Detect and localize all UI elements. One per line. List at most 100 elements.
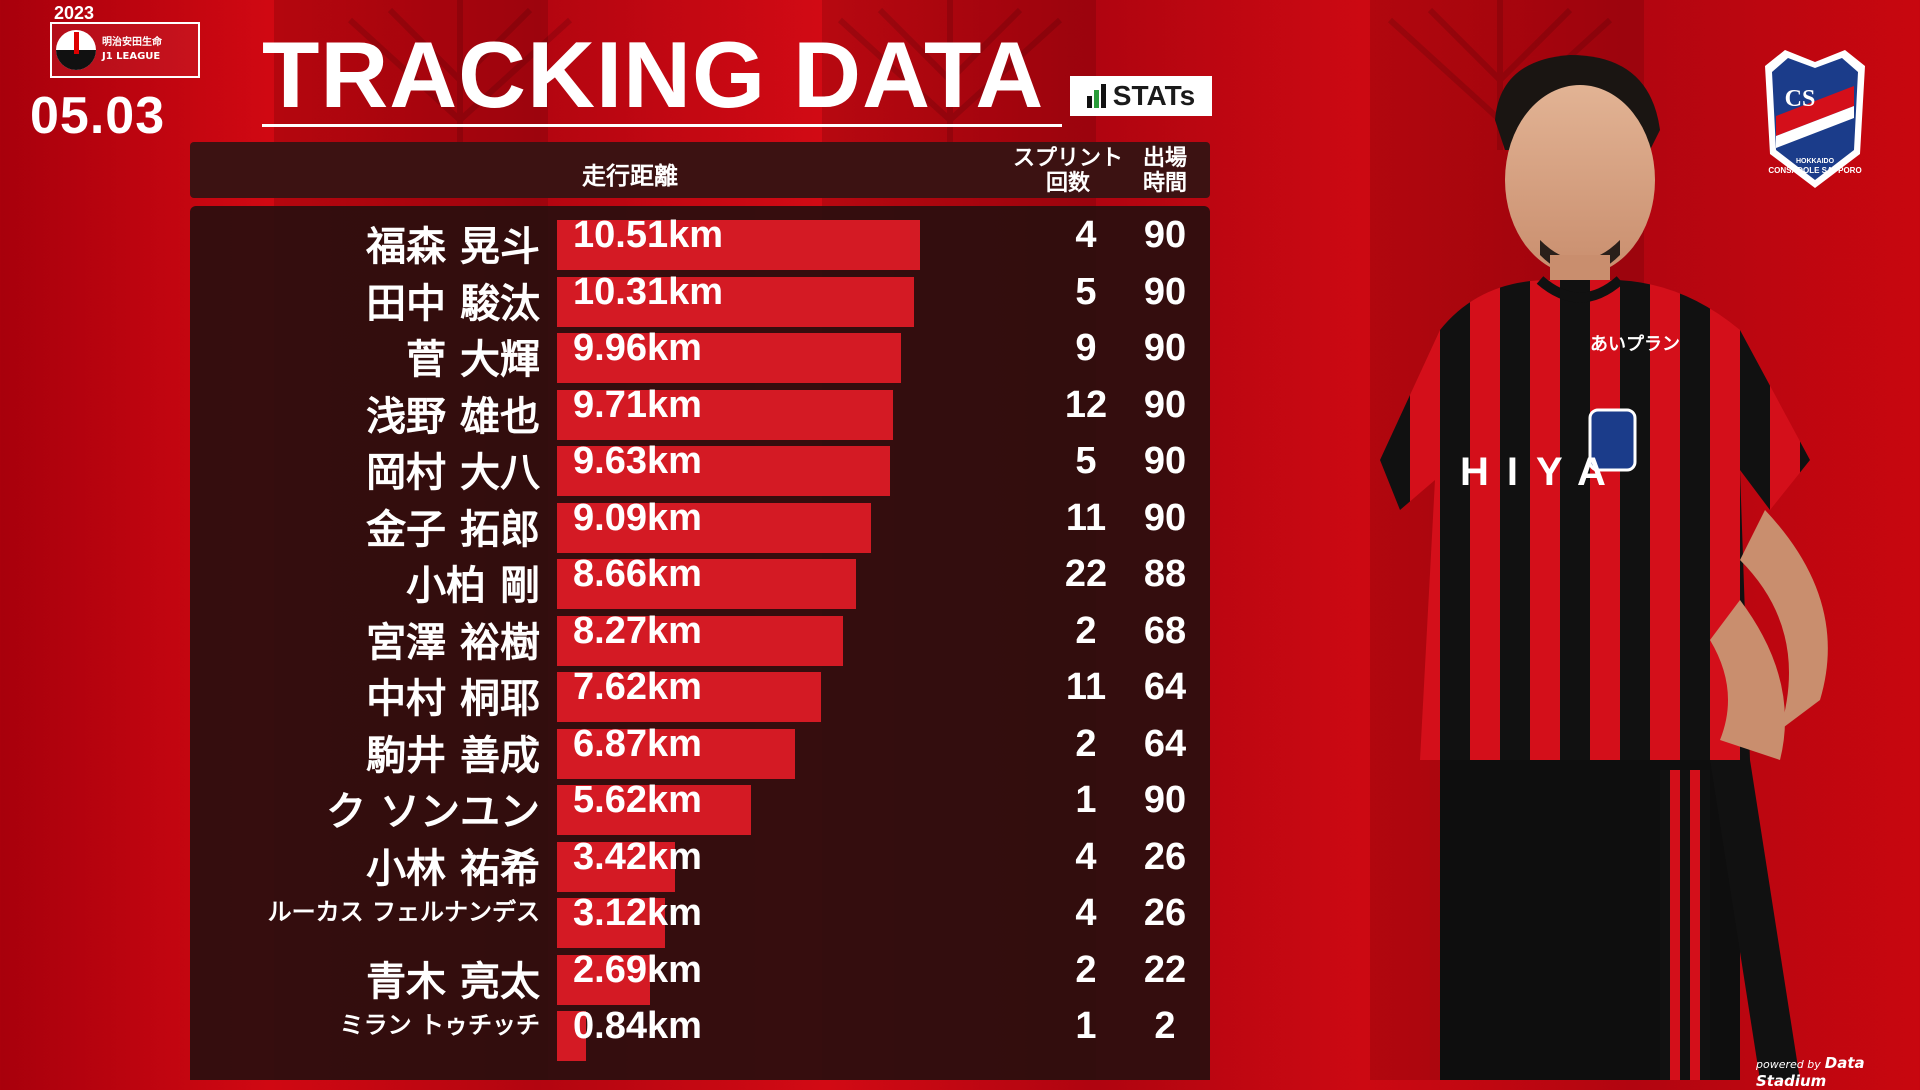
table-header (190, 142, 1210, 198)
powered-by: powered by Data Stadium (1756, 1054, 1920, 1090)
player-name: 金子 拓郎 (366, 506, 540, 553)
player-name: 駒井 善成 (366, 732, 540, 779)
table-row: 田中 駿汰 10.31km 5 90 (190, 271, 1210, 327)
sprint-count: 22 (1064, 553, 1108, 595)
distance-bar (557, 672, 821, 722)
table-row: 中村 桐耶 7.62km 11 64 (190, 666, 1210, 722)
distance-bar (557, 333, 901, 383)
crest-icon (1588, 408, 1637, 472)
table-row: 小柏 剛 8.66km 22 88 (190, 553, 1210, 609)
column-header-minutes: 出場 時間 (1130, 146, 1200, 196)
table-row: ク ソンユン 5.62km 1 90 (190, 779, 1210, 835)
distance-label: 2.69km (573, 948, 702, 991)
distance-bar (557, 898, 665, 948)
minutes-played: 26 (1143, 835, 1187, 878)
j-league-logo-icon (56, 30, 96, 70)
player-name: 田中 駿汰 (366, 280, 540, 327)
table-row: 宮澤 裕樹 8.27km 2 68 (190, 610, 1210, 666)
distance-label: 7.62km (573, 666, 702, 708)
sprint-count: 2 (1075, 722, 1097, 765)
distance-bar (557, 220, 920, 270)
title-underline (262, 124, 1062, 127)
league-badge: 明治安田生命 J1 LEAGUE (50, 22, 200, 78)
player-name: 菅 大輝 (406, 337, 540, 383)
distance-bar (557, 559, 856, 609)
table-row: 小林 祐希 3.42km 4 26 (190, 836, 1210, 892)
table-row: 岡村 大八 9.63km 5 90 (190, 440, 1210, 496)
player-name: 青木 亮太 (366, 958, 540, 1005)
club-logo-initials: CS (1785, 86, 1816, 112)
distance-label: 6.87km (573, 722, 702, 765)
distance-bar (557, 841, 675, 892)
stats-logo-text: STATs (1112, 80, 1196, 111)
sprint-count: 1 (1075, 779, 1097, 821)
column-header-sprints-line2: 回数 (1045, 171, 1090, 196)
sprint-count: 2 (1075, 609, 1097, 652)
player-name: 小林 祐希 (366, 845, 540, 892)
minutes-played: 90 (1143, 383, 1187, 426)
minutes-played: 90 (1143, 270, 1187, 313)
minutes-played: 26 (1143, 892, 1187, 934)
distance-bar (557, 502, 871, 553)
sprint-count: 5 (1075, 440, 1097, 482)
column-header-sprints: スプリント 回数 (1008, 146, 1128, 196)
distance-label: 3.12km (573, 892, 702, 934)
match-date: 05.03 (30, 87, 166, 145)
page-title: TRACKING DATA (262, 22, 1045, 127)
player-name: ク ソンユン (326, 789, 540, 835)
table-row: 駒井 善成 6.87km 2 64 (190, 723, 1210, 779)
sprint-count: 9 (1075, 327, 1097, 369)
jersey-sponsor-text: あいプラン (1590, 333, 1680, 355)
minutes-played: 64 (1143, 722, 1187, 765)
distance-label: 9.09km (573, 496, 702, 539)
distance-bar (557, 728, 795, 779)
player-name: 浅野 雄也 (366, 393, 540, 440)
distance-label: 10.51km (573, 214, 724, 256)
stats-bars-icon (1086, 84, 1106, 108)
distance-bar (557, 1011, 586, 1061)
distance-bar (557, 446, 890, 496)
sprint-count: 2 (1075, 948, 1097, 991)
sprint-count: 11 (1065, 666, 1107, 708)
player-name: 福森 晃斗 (366, 224, 540, 270)
column-header-minutes-line2: 時間 (1142, 171, 1187, 196)
minutes-played: 90 (1143, 496, 1187, 539)
distance-label: 3.42km (573, 835, 702, 878)
player-name: 岡村 大八 (366, 450, 540, 496)
table-row: 浅野 雄也 9.71km 12 90 (190, 384, 1210, 440)
distance-label: 10.31km (573, 270, 724, 313)
player-name: ルーカス フェルナンデス (267, 898, 540, 926)
minutes-played: 64 (1143, 666, 1187, 708)
column-header-distance: 走行距離 (582, 162, 678, 190)
table-row: 金子 拓郎 9.09km 11 90 (190, 497, 1210, 553)
jersey-name-text: HIYA (1460, 450, 1624, 494)
distance-label: 5.62km (573, 779, 702, 821)
distance-bar (557, 954, 650, 1005)
table-row: ミラン トゥチッチ 0.84km 1 2 (190, 1005, 1210, 1061)
league-name-jp: 明治安田生命 (102, 37, 162, 48)
table-row: 青木 亮太 2.69km 2 22 (190, 949, 1210, 1005)
minutes-played: 88 (1143, 553, 1187, 595)
player-name: 中村 桐耶 (366, 676, 540, 722)
sprint-count: 1 (1075, 1005, 1097, 1047)
league-year: 2023 (54, 3, 95, 23)
table-row: 菅 大輝 9.96km 9 90 (190, 327, 1210, 383)
table-row: 福森 晃斗 10.51km 4 90 (190, 214, 1210, 270)
player-name: ミラン トゥチッチ (339, 1011, 540, 1039)
powered-by-prefix: powered by (1756, 1058, 1821, 1071)
stats-logo: STATs (1070, 76, 1212, 116)
column-header-minutes-line1: 出場 (1142, 146, 1187, 171)
distance-bar (557, 276, 914, 327)
club-logo-subtext: HOKKAIDO (1796, 158, 1835, 165)
sprint-count: 12 (1064, 383, 1108, 426)
player-photo: あいプラン HIYA (1380, 55, 1828, 1080)
distance-bar (557, 389, 893, 440)
player-name: 宮澤 裕樹 (366, 619, 540, 666)
minutes-played: 68 (1143, 609, 1187, 652)
distance-label: 0.84km (573, 1005, 702, 1047)
distance-label: 9.63km (573, 440, 702, 482)
distance-label: 8.27km (573, 609, 702, 652)
distance-bar (557, 785, 751, 835)
distance-label: 8.66km (573, 553, 702, 595)
distance-bar (557, 615, 843, 666)
